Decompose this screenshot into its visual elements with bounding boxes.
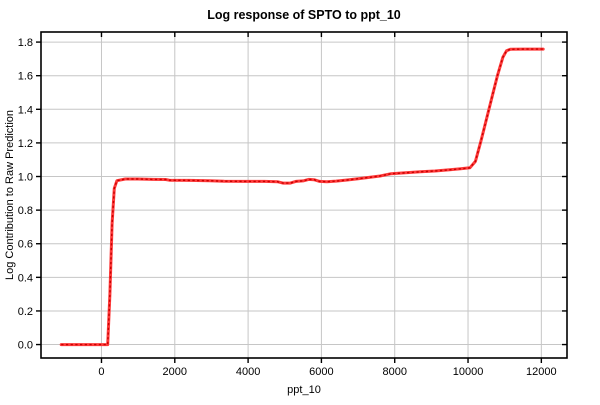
y-tick-label: 1.0 — [18, 172, 33, 184]
x-tick-label: 6000 — [309, 366, 333, 378]
y-tick-label: 1.2 — [18, 138, 33, 150]
y-tick-label: 0.0 — [18, 340, 33, 352]
y-tick-label: 0.8 — [18, 205, 33, 217]
y-tick-label: 1.6 — [18, 71, 33, 83]
axis-ticks — [36, 32, 567, 363]
y-axis-label: Log Contribution to Raw Prediction — [4, 110, 16, 280]
x-tick-label: 4000 — [236, 366, 260, 378]
plot-border — [40, 31, 568, 359]
tick-labels: 0 2000 4000 6000 8000 10000 12000 0.0 0.2 0.4 0.6 0… — [18, 37, 557, 378]
grid-lines — [41, 32, 567, 358]
x-tick-label: 0 — [98, 366, 104, 378]
series-line — [59, 47, 545, 347]
x-axis-label: ppt_10 — [287, 384, 321, 396]
y-tick-label: 0.2 — [18, 306, 33, 318]
x-tick-label: 12000 — [526, 366, 557, 378]
series-line-dashes — [61, 48, 544, 346]
series-line-base — [59, 47, 545, 347]
y-tick-label: 1.8 — [18, 37, 33, 49]
y-tick-label: 0.4 — [18, 272, 33, 284]
x-tick-label: 10000 — [453, 366, 484, 378]
chart-title: Log response of SPTO to ppt_10 — [207, 8, 401, 22]
y-tick-label: 0.6 — [18, 239, 33, 251]
x-tick-label: 8000 — [382, 366, 406, 378]
y-tick-label: 1.4 — [18, 104, 33, 116]
x-tick-label: 2000 — [163, 366, 187, 378]
